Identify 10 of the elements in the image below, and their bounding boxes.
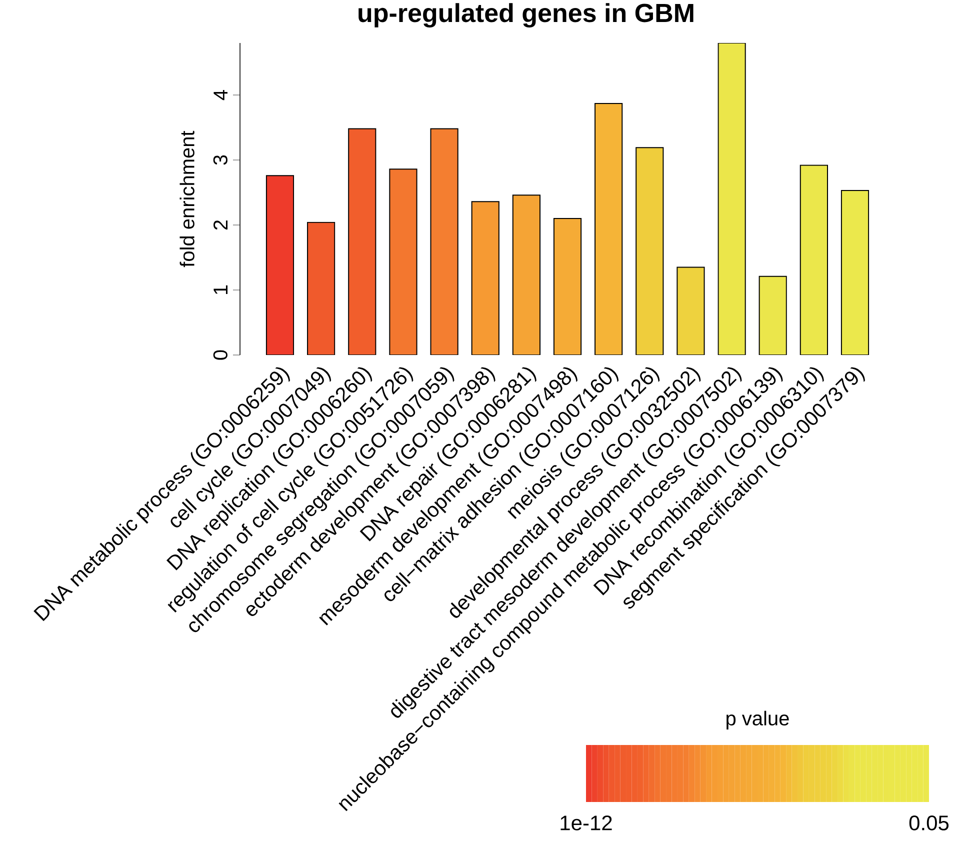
y-tick-label: 0 (213, 350, 228, 360)
y-axis-title: fold enrichment (180, 130, 194, 268)
y-tick-label: 4 (214, 90, 228, 100)
y-tick-label: 3 (213, 155, 228, 165)
chart-title: up-regulated genes in GBM (358, 3, 694, 28)
color-bar-title: p value (726, 710, 789, 730)
y-tick-label: 2 (214, 220, 228, 230)
y-tick-label: 1 (214, 285, 228, 294)
color-bar-label: 1e-12 (560, 816, 612, 830)
color-bar-label: 0.05 (909, 816, 949, 830)
